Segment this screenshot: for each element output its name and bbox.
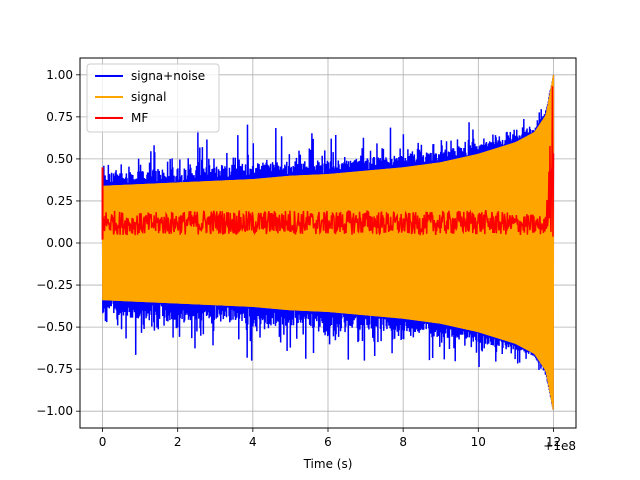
x-tick-label: 6 — [324, 435, 332, 449]
x-axis-label: Time (s) — [303, 457, 353, 471]
y-tick-label: 0.75 — [46, 110, 73, 124]
legend-label: signal — [131, 90, 167, 104]
x-offset-label: +1e8 — [543, 439, 576, 453]
x-tick-label: 12 — [546, 435, 561, 449]
x-tick-label: 10 — [471, 435, 486, 449]
y-tick-label: −1.00 — [36, 404, 73, 418]
y-tick-label: 0.25 — [46, 194, 73, 208]
y-tick-label: −0.75 — [36, 362, 73, 376]
y-tick-label: 0.00 — [46, 236, 73, 250]
x-tick-label: 0 — [99, 435, 107, 449]
y-tick-label: 1.00 — [46, 68, 73, 82]
legend: signa+noise signal MF — [86, 63, 220, 133]
x-tick-label: 8 — [399, 435, 407, 449]
ticks: 0 2 4 6 8 10 12 −1.00 −0.75 −0.50 −0.25 0.00 0.25 0.5… — [36, 68, 561, 449]
legend-box — [86, 63, 220, 133]
series-layer — [101, 74, 555, 412]
legend-label: MF — [131, 111, 148, 125]
x-tick-label: 4 — [249, 435, 257, 449]
y-tick-label: 0.50 — [46, 152, 73, 166]
series-fill-signal — [102, 74, 554, 412]
y-tick-label: −0.50 — [36, 320, 73, 334]
series-line-mf — [101, 86, 555, 237]
y-tick-label: −0.25 — [36, 278, 73, 292]
x-tick-label: 2 — [174, 435, 182, 449]
legend-label: signa+noise — [131, 69, 205, 83]
